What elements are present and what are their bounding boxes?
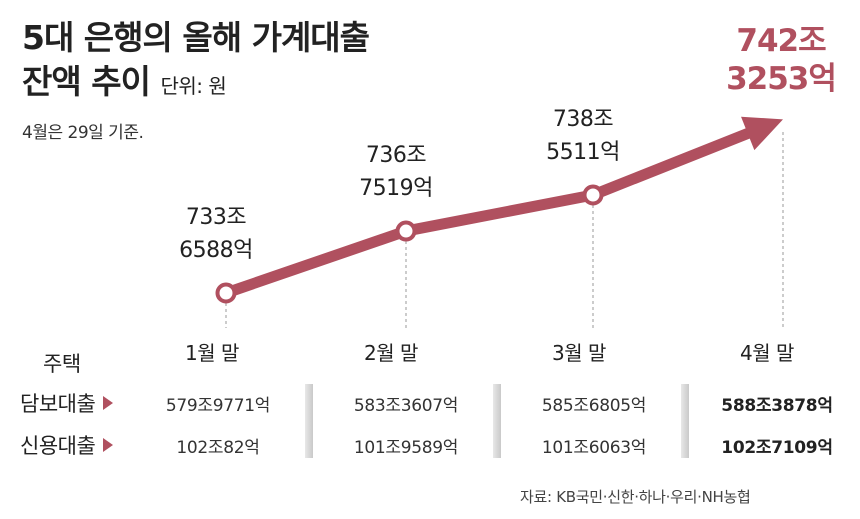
table-cell: 585조6805억	[541, 396, 647, 416]
series-line	[224, 126, 754, 299]
table-cell: 101조9589억	[353, 438, 459, 458]
unit-label: 단위: 원	[160, 74, 227, 98]
row-label-text: 담보대출	[20, 392, 96, 416]
triangle-bullet-icon	[103, 438, 114, 452]
row-label-mortgage: 담보대출	[20, 388, 114, 418]
x-tick-label: 4월 말	[740, 341, 794, 365]
data-point-marker	[395, 220, 417, 242]
table-group-label: 주택	[43, 352, 81, 376]
table-cell: 588조3878억	[721, 396, 833, 416]
row-label-text: 신용대출	[20, 434, 96, 458]
column-divider	[305, 384, 313, 458]
title-line-1: 5대 은행의 올해 가계대출	[22, 18, 370, 57]
data-label-line: 6588억	[179, 238, 253, 263]
column-divider	[681, 384, 689, 458]
chart-title: 5대 은행의 올해 가계대출	[22, 18, 370, 58]
date-note: 4월은 29일 기준.	[22, 123, 144, 143]
data-label: 738조 5511억	[508, 103, 658, 169]
x-tick-label: 2월 말	[364, 341, 418, 365]
title-line-2: 잔액 추이	[22, 62, 151, 101]
data-point-marker	[582, 184, 604, 206]
table-cell: 102조82억	[176, 438, 260, 458]
data-label-line: 3253억	[726, 61, 837, 97]
data-label-line: 7519억	[359, 176, 433, 202]
data-label: 742조 3253억	[706, 22, 856, 98]
data-label-line: 5511억	[546, 140, 620, 165]
table-cell: 102조7109억	[721, 438, 833, 458]
data-label-line: 738조	[552, 107, 614, 132]
arrow-head-icon	[741, 116, 783, 151]
triangle-bullet-icon	[103, 396, 114, 410]
data-label-line: 742조	[736, 23, 826, 59]
table-cell: 579조9771억	[165, 396, 271, 416]
x-tick-label: 3월 말	[552, 341, 606, 365]
table-cell: 583조3607억	[353, 396, 459, 416]
x-tick-label: 1월 말	[185, 341, 239, 365]
data-label: 733조 6588억	[141, 201, 291, 267]
source-note: 자료: KB국민·신한·하나·우리·NH농협	[520, 488, 751, 506]
data-label-line: 733조	[185, 205, 247, 230]
data-label: 736조 7519억	[321, 139, 471, 205]
row-label-credit: 신용대출	[20, 430, 114, 460]
chart-title-second-line: 잔액 추이 단위: 원	[22, 62, 227, 106]
data-point-marker	[215, 282, 237, 304]
data-label-line: 736조	[365, 143, 427, 169]
column-divider	[493, 384, 501, 458]
table-cell: 101조6063억	[541, 438, 647, 458]
